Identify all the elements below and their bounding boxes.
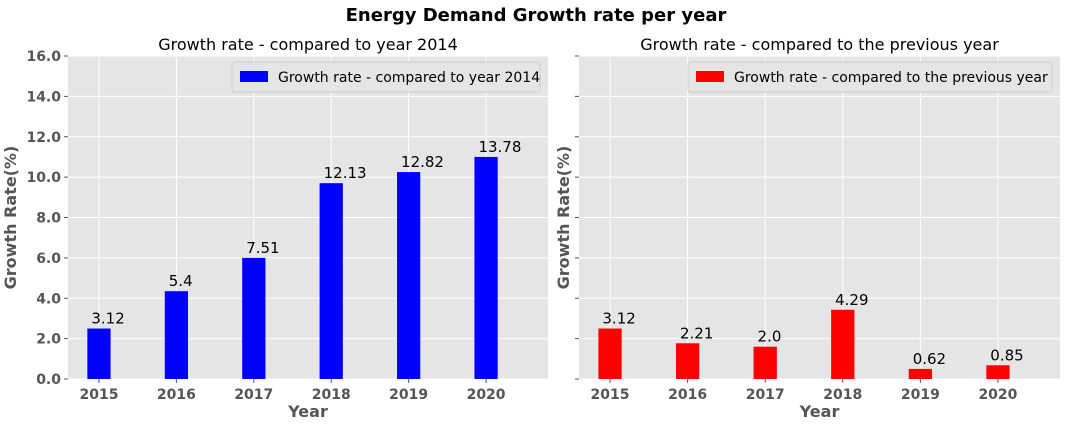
data-label: 2.0: [758, 328, 782, 346]
x-tick-label: 2019: [901, 387, 940, 403]
y-tick-label: 2.0: [36, 332, 61, 348]
data-label: 0.85: [990, 346, 1023, 364]
y-tick-label: 4.0: [36, 291, 61, 307]
data-label: 3.12: [91, 310, 124, 328]
bar: [986, 365, 1010, 379]
bar: [242, 257, 266, 379]
bar: [474, 156, 498, 379]
x-axis-label: Year: [799, 402, 840, 421]
data-label: 13.78: [478, 138, 521, 156]
x-tick-label: 2015: [591, 387, 630, 403]
y-tick-label: 10.0: [26, 170, 61, 186]
chart-title: Growth rate - compared to the previous y…: [640, 35, 999, 54]
x-axis-label: Year: [287, 402, 328, 421]
y-tick-label: 8.0: [36, 211, 61, 227]
y-tick-label: 16.0: [26, 49, 61, 65]
x-tick-label: 2016: [157, 387, 196, 403]
x-tick-label: 2018: [312, 387, 351, 403]
y-tick-label: 6.0: [36, 251, 61, 267]
data-label: 3.12: [602, 310, 635, 328]
y-axis-label: Growth Rate(%): [1, 146, 20, 290]
chart-right: 2015 2016 2017 2018 2019 2020 3.12 2.21 2.0 4.29 0…: [554, 35, 1060, 421]
legend-swatch: [240, 71, 268, 82]
x-tick-label: 2020: [978, 387, 1017, 403]
data-label: 4.29: [835, 291, 868, 309]
bar: [675, 343, 700, 379]
y-tick-label: 14.0: [26, 89, 61, 105]
x-tick-label: 2016: [668, 387, 707, 403]
bar: [87, 328, 111, 379]
legend-label: Growth rate - compared to year 2014: [278, 70, 540, 86]
data-label: 0.62: [913, 350, 946, 368]
x-tick-label: 2018: [823, 387, 862, 403]
bar: [319, 183, 343, 379]
bar: [753, 346, 777, 379]
bar: [831, 309, 855, 379]
data-label: 7.51: [246, 239, 279, 257]
x-tick-label: 2017: [234, 387, 273, 403]
x-tick-label: 2020: [467, 387, 506, 403]
x-tick-label: 2017: [746, 387, 785, 403]
x-tick-label: 2019: [389, 387, 428, 403]
y-axis-label: Growth Rate(%): [554, 146, 573, 290]
bar: [397, 172, 421, 379]
legend: Growth rate - compared to year 2014: [231, 61, 541, 93]
figure-title: Energy Demand Growth rate per year: [346, 5, 727, 26]
x-tick-label: 2015: [79, 387, 118, 403]
legend-box: [231, 61, 541, 93]
legend-box: [687, 61, 1053, 93]
chart-title: Growth rate - compared to year 2014: [158, 35, 458, 54]
bar: [908, 368, 932, 379]
legend-label: Growth rate - compared to the previous y…: [734, 70, 1048, 86]
legend: Growth rate - compared to the previous y…: [687, 61, 1053, 93]
y-tick-label: 0.0: [36, 372, 61, 388]
data-label: 2.21: [680, 324, 713, 342]
data-label: 12.13: [324, 164, 367, 182]
y-tick-label: 12.0: [26, 130, 61, 146]
legend-swatch: [696, 71, 724, 82]
data-label: 12.82: [401, 153, 444, 171]
bar: [598, 328, 622, 379]
data-label: 5.4: [169, 272, 193, 290]
chart-left: 0.0 2.0 4.0 6.0 8.0 10.0 12.0 14.0 16.0 2015 2016 2…: [1, 35, 548, 421]
bar: [164, 291, 188, 379]
